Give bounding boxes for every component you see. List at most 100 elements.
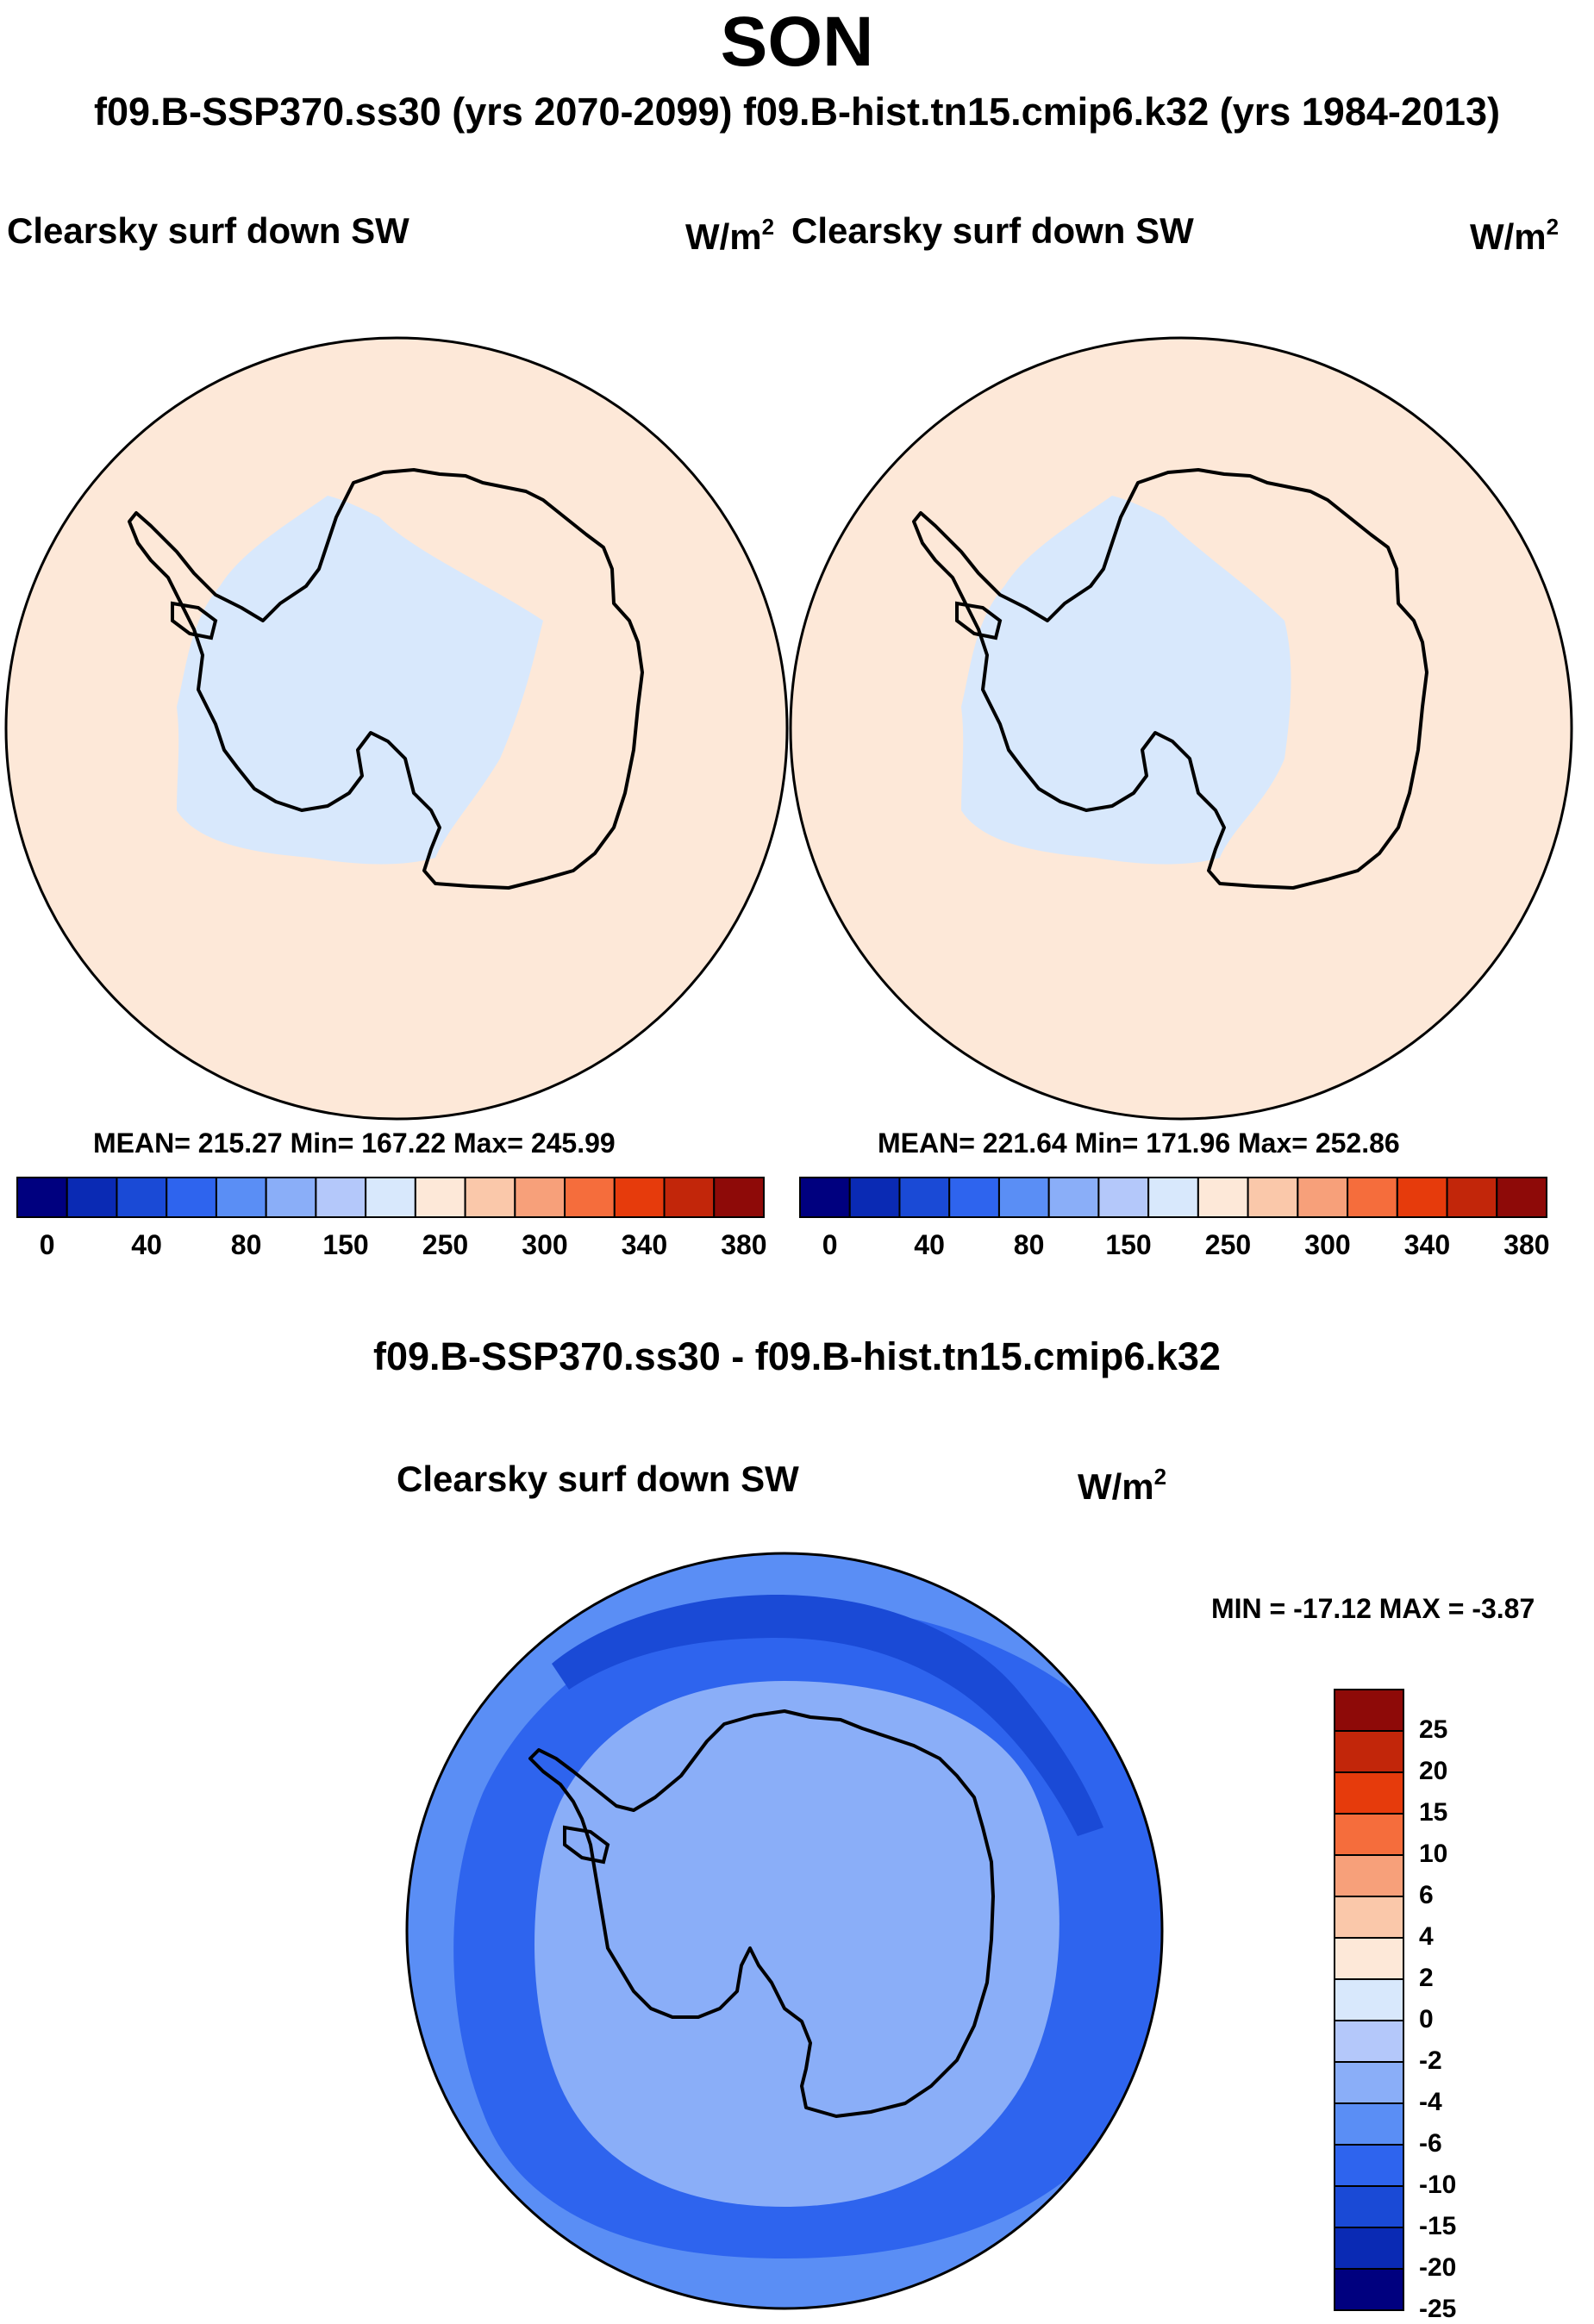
diff-dark-band bbox=[552, 1595, 1103, 1836]
difference-colorbar-tick-label: -15 bbox=[1419, 2212, 1457, 2240]
difference-colorbar-swatch bbox=[1334, 2020, 1404, 2063]
panel2-colorbar-tick-label: 40 bbox=[914, 1229, 945, 1260]
difference-colorbar-tick-label: -20 bbox=[1419, 2253, 1457, 2282]
panel2-colorbar bbox=[799, 1177, 1548, 1218]
difference-unit-label: W/m2 bbox=[1078, 1464, 1167, 1507]
panel2-cool-region bbox=[961, 496, 1291, 865]
panel2-colorbar-swatch bbox=[898, 1177, 951, 1218]
difference-colorbar-tick-label: -10 bbox=[1419, 2171, 1457, 2199]
panel1-map-frame bbox=[4, 336, 789, 1121]
panel1-colorbar-tick-label: 80 bbox=[230, 1229, 262, 1260]
difference-title: f09.B-SSP370.ss30 - f09.B-hist.tn15.cmip… bbox=[373, 1334, 1221, 1378]
panel2-colorbar-swatch bbox=[997, 1177, 1050, 1218]
panel1-antarctica-coastline bbox=[128, 468, 644, 890]
difference-colorbar-swatch bbox=[1334, 1813, 1404, 1856]
panel2-unit-label: W/m2 bbox=[1470, 214, 1560, 257]
difference-colorbar-swatch bbox=[1334, 2102, 1404, 2146]
panel2-colorbar-tick-label: 300 bbox=[1304, 1229, 1351, 1260]
panel1-colorbar-swatch bbox=[564, 1177, 616, 1218]
panel2-map bbox=[791, 338, 1572, 1119]
difference-colorbar-swatch bbox=[1334, 2227, 1404, 2270]
difference-colorbar-tick-label: 10 bbox=[1419, 1840, 1448, 1868]
difference-colorbar-tick-label: 2 bbox=[1419, 1964, 1434, 1992]
difference-colorbar bbox=[1334, 1689, 1404, 2311]
panel2-colorbar-swatch bbox=[948, 1177, 1000, 1218]
panel1-colorbar-swatch bbox=[265, 1177, 317, 1218]
diff-peninsula-outline bbox=[563, 1825, 610, 1865]
panel1-colorbar-swatch bbox=[215, 1177, 267, 1218]
panel2-stats: MEAN= 221.64 Min= 171.96 Max= 252.86 bbox=[878, 1128, 1400, 1159]
panel2-variable-title: Clearsky surf down SW bbox=[791, 210, 1194, 251]
panel1-colorbar-tick-label: 340 bbox=[621, 1229, 668, 1260]
main-title: SON bbox=[720, 3, 874, 81]
difference-colorbar-swatch bbox=[1334, 1896, 1404, 1939]
panel2-colorbar-tick-label: 340 bbox=[1403, 1229, 1451, 1260]
difference-colorbar-swatch bbox=[1334, 1978, 1404, 2021]
difference-colorbar-tick-label: 20 bbox=[1419, 1757, 1448, 1785]
difference-colorbar-tick-label: 25 bbox=[1419, 1715, 1448, 1744]
panel1-colorbar-tick-label: 250 bbox=[422, 1229, 469, 1260]
panel1-colorbar-swatch bbox=[365, 1177, 416, 1218]
panel1-colorbar-tick-label: 380 bbox=[721, 1229, 767, 1260]
panel1-unit-label: W/m2 bbox=[685, 214, 775, 257]
panel2-colorbar-swatch bbox=[1446, 1177, 1498, 1218]
panel1-colorbar-tick-label: 40 bbox=[131, 1229, 162, 1260]
panel2-colorbar-tick-label: 250 bbox=[1204, 1229, 1252, 1260]
diff-med-ring bbox=[534, 1681, 1060, 2207]
difference-colorbar-swatch bbox=[1334, 1771, 1404, 1815]
panel2-peninsula-outline bbox=[955, 601, 1003, 640]
diff-antarctica-coastline bbox=[528, 1709, 995, 2118]
panel1-colorbar-swatch bbox=[414, 1177, 466, 1218]
panel2-map-frame bbox=[789, 336, 1573, 1121]
panel2-colorbar-tick-label: 0 bbox=[822, 1229, 838, 1260]
panel1-map bbox=[6, 338, 787, 1119]
subtitle: f09.B-SSP370.ss30 (yrs 2070-2099) f09.B-… bbox=[94, 90, 1500, 134]
difference-colorbar-swatch bbox=[1334, 2268, 1404, 2311]
panel1-colorbar-swatch bbox=[663, 1177, 716, 1218]
difference-map-frame bbox=[405, 1552, 1164, 2310]
difference-colorbar-swatch bbox=[1334, 2185, 1404, 2228]
difference-colorbar-tick-label: -4 bbox=[1419, 2088, 1442, 2116]
difference-map bbox=[407, 1553, 1162, 2308]
difference-colorbar-tick-label: 15 bbox=[1419, 1798, 1448, 1827]
panel1-colorbar-swatch bbox=[66, 1177, 118, 1218]
difference-colorbar-tick-label: -2 bbox=[1419, 2046, 1442, 2075]
difference-colorbar-swatch bbox=[1334, 2061, 1404, 2104]
panel2-colorbar-swatch bbox=[1247, 1177, 1299, 1218]
difference-colorbar-tick-label: -25 bbox=[1419, 2295, 1457, 2323]
panel2-colorbar-tick-label: 80 bbox=[1013, 1229, 1045, 1260]
difference-colorbar-swatch bbox=[1334, 2144, 1404, 2187]
panel2-colorbar-swatch bbox=[1147, 1177, 1199, 1218]
panel1-colorbar-swatch bbox=[16, 1177, 68, 1218]
difference-colorbar-tick-label: 6 bbox=[1419, 1881, 1434, 1909]
difference-colorbar-tick-label: 4 bbox=[1419, 1922, 1434, 1951]
difference-colorbar-swatch bbox=[1334, 1730, 1404, 1773]
panel2-colorbar-swatch bbox=[799, 1177, 851, 1218]
panel2-colorbar-swatch bbox=[1496, 1177, 1548, 1218]
panel1-cool-region bbox=[177, 496, 543, 865]
difference-colorbar-swatch bbox=[1334, 1689, 1404, 1732]
difference-colorbar-swatch bbox=[1334, 1854, 1404, 1897]
panel1-colorbar-tick-label: 0 bbox=[39, 1229, 55, 1260]
panel2-colorbar-swatch bbox=[1197, 1177, 1249, 1218]
panel1-colorbar-tick-label: 150 bbox=[322, 1229, 369, 1260]
panel2-colorbar-swatch bbox=[848, 1177, 901, 1218]
panel2-colorbar-swatch bbox=[1097, 1177, 1150, 1218]
difference-variable-title: Clearsky surf down SW bbox=[397, 1459, 799, 1499]
panel1-colorbar-swatch bbox=[315, 1177, 367, 1218]
panel1-colorbar bbox=[16, 1177, 765, 1218]
panel1-peninsula-outline bbox=[171, 601, 218, 640]
difference-colorbar-tick-label: 0 bbox=[1419, 2005, 1434, 2034]
panel2-colorbar-swatch bbox=[1047, 1177, 1100, 1218]
difference-colorbar-swatch bbox=[1334, 1937, 1404, 1980]
panel1-colorbar-swatch bbox=[464, 1177, 516, 1218]
panel1-stats: MEAN= 215.27 Min= 167.22 Max= 245.99 bbox=[93, 1128, 616, 1159]
panel2-colorbar-swatch bbox=[1347, 1177, 1398, 1218]
panel2-colorbar-tick-label: 380 bbox=[1503, 1229, 1550, 1260]
panel1-colorbar-swatch bbox=[166, 1177, 217, 1218]
difference-colorbar-tick-label: -6 bbox=[1419, 2129, 1442, 2158]
panel2-colorbar-tick-label: 150 bbox=[1105, 1229, 1152, 1260]
panel1-colorbar-swatch bbox=[613, 1177, 666, 1218]
panel2-warm-patch bbox=[1203, 338, 1379, 340]
